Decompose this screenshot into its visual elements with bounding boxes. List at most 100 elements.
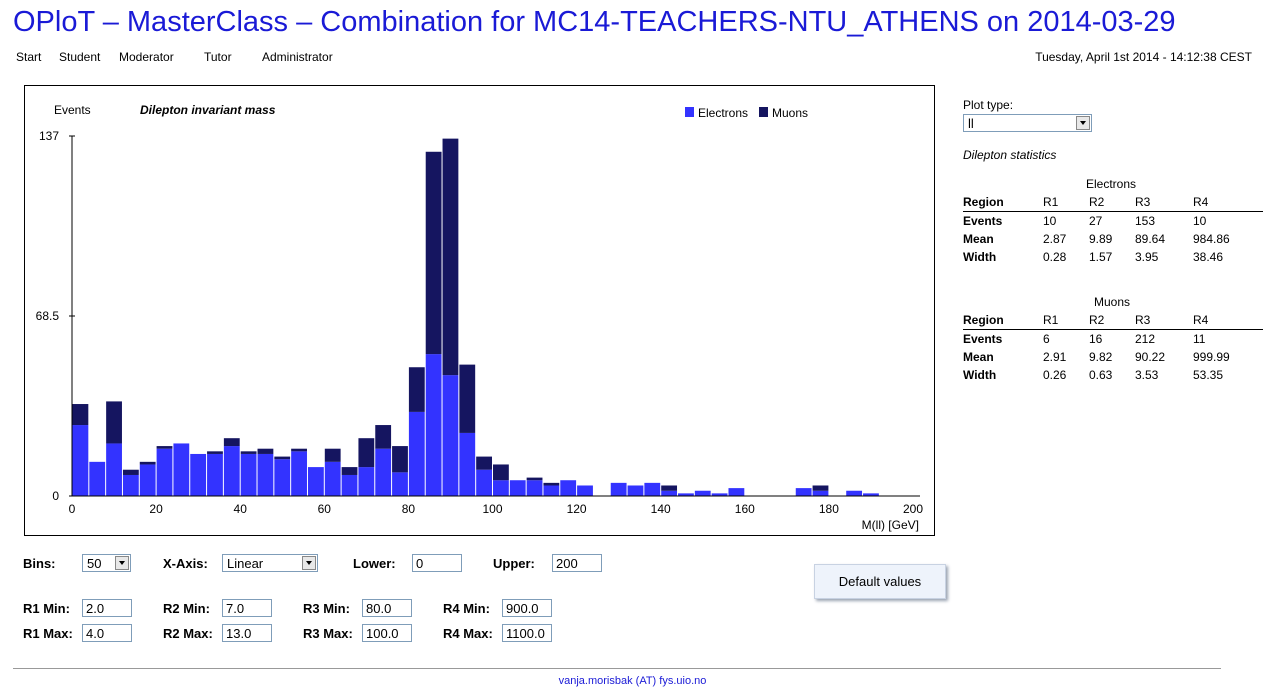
bar-electrons: [509, 480, 526, 496]
x-tick-label: 0: [69, 502, 76, 516]
row-label: Mean: [963, 350, 994, 364]
table-cell: 3.53: [1135, 368, 1159, 382]
table-cell: 27: [1089, 214, 1103, 228]
table-cell: 0.28: [1043, 250, 1067, 264]
r3max-label: R3 Max:: [303, 626, 353, 641]
electrons-stats-title: Electrons: [1086, 177, 1137, 191]
bar-electrons: [526, 480, 543, 496]
bar-electrons: [661, 490, 678, 496]
nav-moderator[interactable]: Moderator: [119, 50, 174, 64]
bar-electrons: [257, 453, 274, 496]
table-cell: 53.35: [1193, 368, 1224, 382]
table-cell: 212: [1135, 332, 1156, 346]
x-tick-label: 100: [482, 502, 502, 516]
footer-contact[interactable]: vanja.morisbak (AT) fys.uio.no: [558, 675, 707, 687]
default-values-button[interactable]: Default values: [814, 564, 946, 599]
bar-muons: [442, 138, 459, 376]
muons-stats-title: Muons: [1094, 295, 1131, 309]
bar-muons: [392, 446, 408, 473]
table-row: Events 10 27 153 10: [963, 212, 1263, 231]
bar-electrons: [493, 480, 509, 496]
bins-select[interactable]: 50: [82, 554, 131, 572]
r3min-label: R3 Min:: [303, 601, 350, 616]
table-cell: 11: [1193, 332, 1206, 346]
page-title: OPloT – MasterClass – Combination for MC…: [13, 6, 1176, 38]
bar-electrons: [392, 472, 408, 496]
r3max-input[interactable]: 100.0: [362, 624, 412, 642]
r2min-label: R2 Min:: [163, 601, 210, 616]
bar-electrons: [89, 461, 106, 496]
table-cell: 1.57: [1089, 250, 1113, 264]
nav-administrator[interactable]: Administrator: [262, 50, 333, 64]
r2max-input[interactable]: 13.0: [222, 624, 272, 642]
nav-student[interactable]: Student: [59, 50, 101, 64]
r1max-input[interactable]: 4.0: [82, 624, 132, 642]
x-tick-label: 80: [402, 502, 416, 516]
bar-electrons: [190, 453, 207, 496]
bar-electrons: [863, 493, 879, 496]
bar-electrons: [324, 461, 341, 496]
y-tick-label: 0: [52, 489, 59, 503]
bar-electrons: [795, 488, 812, 496]
upper-input[interactable]: 200: [552, 554, 602, 572]
bar-muons: [106, 401, 122, 444]
table-cell: 3.95: [1135, 250, 1159, 264]
x-tick-label: 180: [819, 502, 839, 516]
table-cell: 999.99: [1193, 350, 1230, 364]
r4min-input[interactable]: 900.0: [502, 599, 552, 617]
chevron-down-icon: [302, 556, 316, 570]
bar-electrons: [812, 490, 829, 496]
bar-muons: [291, 448, 307, 452]
r4max-label: R4 Max:: [443, 626, 493, 641]
table-row: Width 0.28 1.57 3.95 38.46: [963, 248, 1263, 266]
row-label: Events: [963, 332, 1003, 346]
bar-muons: [72, 404, 89, 426]
r1max-label: R1 Max:: [23, 626, 73, 641]
table-cell: 9.82: [1089, 350, 1113, 364]
bar-muons: [476, 456, 492, 470]
r2max-label: R2 Max:: [163, 626, 213, 641]
row-label: Events: [963, 214, 1003, 228]
y-tick-label: 68.5: [36, 309, 60, 323]
r4max-input[interactable]: 1100.0: [502, 624, 552, 642]
table-cell: 2.91: [1043, 350, 1067, 364]
table-row: Mean 2.91 9.82 90.22 999.99: [963, 348, 1263, 366]
r2min-input[interactable]: 7.0: [222, 599, 272, 617]
bar-electrons: [173, 443, 190, 496]
table-cell: 10: [1193, 214, 1207, 228]
bar-muons: [375, 425, 392, 449]
bar-muons: [324, 448, 341, 462]
header-cell: R3: [1135, 195, 1151, 209]
table-cell: 153: [1135, 214, 1156, 228]
dilepton-chart: Events Dilepton invariant mass Electrons…: [36, 103, 924, 532]
table-cell: 38.46: [1193, 250, 1224, 264]
table-cell: 6: [1043, 332, 1050, 346]
bar-electrons: [139, 464, 156, 496]
nav-start[interactable]: Start: [16, 50, 42, 64]
xaxis-select[interactable]: Linear: [222, 554, 318, 572]
footer-divider: [13, 668, 1221, 669]
bar-muons: [358, 438, 375, 468]
table-cell: 10: [1043, 214, 1057, 228]
x-tick-label: 40: [234, 502, 248, 516]
plot-type-select[interactable]: ll: [963, 114, 1092, 132]
row-label: Width: [963, 368, 997, 382]
bar-muons: [493, 464, 509, 481]
header-cell: R1: [1043, 195, 1059, 209]
header-cell: R4: [1193, 313, 1209, 327]
r3min-input[interactable]: 80.0: [362, 599, 412, 617]
bar-muons: [526, 477, 543, 481]
bar-electrons: [240, 453, 257, 496]
nav-tutor[interactable]: Tutor: [204, 50, 232, 64]
y-tick-label: 137: [39, 129, 59, 143]
datetime: Tuesday, April 1st 2014 - 14:12:38 CEST: [1035, 50, 1252, 64]
x-tick-label: 20: [149, 502, 163, 516]
bar-muons: [240, 451, 257, 454]
lower-input[interactable]: 0: [412, 554, 462, 572]
xaxis-value: Linear: [227, 556, 264, 571]
r1min-input[interactable]: 2.0: [82, 599, 132, 617]
x-tick-label: 60: [318, 502, 332, 516]
bar-electrons: [156, 448, 173, 496]
chevron-down-icon: [115, 556, 129, 570]
table-row: Events 6 16 212 11: [963, 330, 1263, 349]
